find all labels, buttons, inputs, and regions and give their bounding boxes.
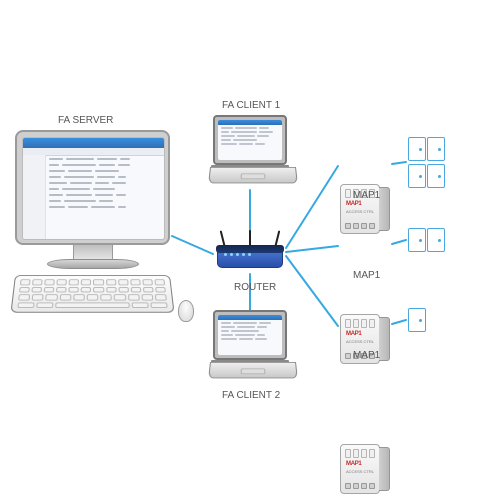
- door-icon: [408, 137, 426, 161]
- door-icon: [427, 164, 445, 188]
- fa-client2-node: [210, 310, 290, 382]
- label-map1-c: MAP1: [353, 350, 380, 361]
- label-fa-client2: FA CLIENT 2: [222, 390, 280, 401]
- door-icon: [408, 308, 426, 332]
- door-icon: [408, 228, 426, 252]
- mouse-icon: [178, 300, 194, 322]
- door-icon: [427, 228, 445, 252]
- label-fa-client1: FA CLIENT 1: [222, 100, 280, 111]
- diagram-stage: MAP1 ACCESS CTRL MAP1 ACCESS CTRL MAP1 A…: [0, 0, 500, 500]
- router-node: [215, 230, 285, 274]
- doors-cluster-a: [408, 137, 443, 188]
- monitor-icon: [15, 130, 170, 245]
- label-map1-b: MAP1: [353, 270, 380, 281]
- label-fa-server: FA SERVER: [58, 115, 113, 126]
- door-icon: [408, 164, 426, 188]
- keyboard-icon: [10, 275, 174, 313]
- doors-cluster-c: [408, 308, 424, 332]
- door-icon: [427, 137, 445, 161]
- doors-cluster-b: [408, 228, 443, 252]
- map1-device-c: MAP1 ACCESS CTRL: [340, 444, 390, 494]
- fa-client1-node: [210, 115, 290, 187]
- label-map1-a: MAP1: [353, 190, 380, 201]
- label-router: ROUTER: [234, 282, 276, 293]
- fa-server-node: [15, 130, 170, 317]
- map1-brand-text: MAP1: [346, 201, 361, 207]
